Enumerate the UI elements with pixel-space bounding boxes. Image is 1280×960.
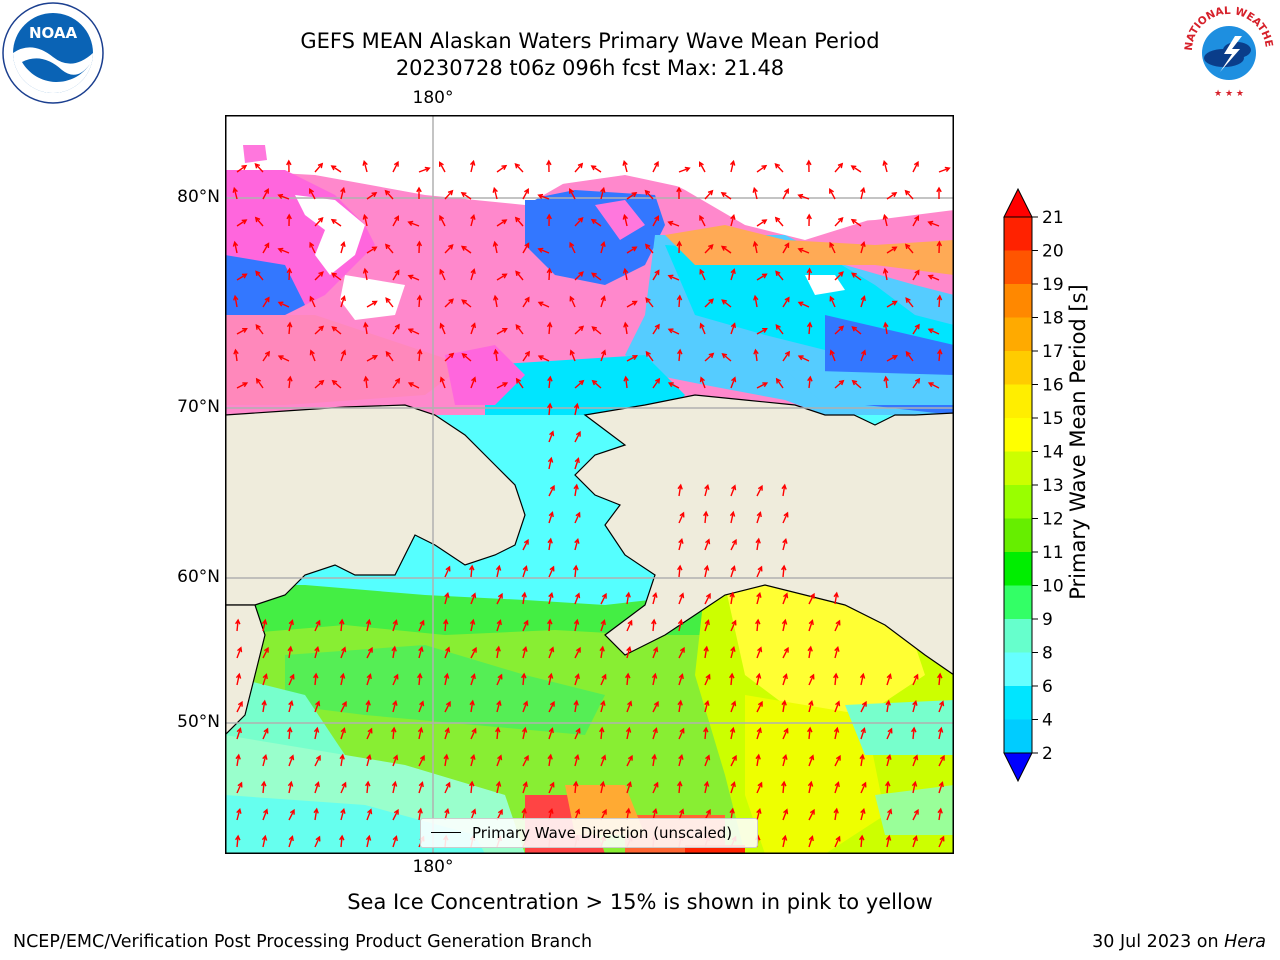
colorbar-title: Primary Wave Mean Period [s] bbox=[1066, 284, 1090, 600]
colorbar-tick-label: 9 bbox=[1042, 610, 1053, 630]
map-title: GEFS MEAN Alaskan Waters Primary Wave Me… bbox=[300, 29, 880, 53]
lon-label-bottom: 180° bbox=[412, 857, 454, 877]
colorbar-band bbox=[1004, 351, 1032, 385]
colorbar-tick-label: 4 bbox=[1042, 711, 1053, 731]
colorbar-tick-label: 6 bbox=[1042, 677, 1053, 697]
lat-label-80n: 80°N bbox=[177, 187, 220, 207]
colorbar-tick-label: 11 bbox=[1042, 543, 1064, 563]
map-legend: Primary Wave Direction (unscaled) bbox=[420, 818, 758, 848]
wave-direction-arrows bbox=[232, 159, 951, 848]
colorbar-tick-label: 8 bbox=[1042, 644, 1053, 664]
colorbar-tick-label: 16 bbox=[1042, 376, 1064, 396]
colorbar-tick-label: 18 bbox=[1042, 309, 1064, 329]
colorbar-band bbox=[1004, 250, 1032, 285]
sea-ice-note: Sea Ice Concentration > 15% is shown in … bbox=[347, 890, 933, 914]
lon-label-top: 180° bbox=[412, 88, 454, 108]
footer-date: 30 Jul 2023 on Hera bbox=[1092, 932, 1266, 952]
map-subtitle: 20230728 t06z 096h fcst Max: 21.48 bbox=[395, 56, 785, 80]
colorbar-band bbox=[1004, 418, 1032, 452]
nws-logo: NATIONAL WEATHER SERVICE ★ ★ ★ bbox=[1180, 2, 1276, 99]
colorbar-band bbox=[1004, 619, 1032, 653]
footer-machine: Hera bbox=[1224, 932, 1266, 952]
colorbar-band bbox=[1004, 652, 1032, 687]
noaa-logo: NOAA bbox=[2, 2, 104, 104]
legend-label: Primary Wave Direction (unscaled) bbox=[472, 824, 733, 842]
footer-date-text: 30 Jul 2023 on bbox=[1092, 932, 1225, 952]
arctic-region bbox=[225, 115, 954, 415]
colorbar-over-arrow bbox=[1003, 187, 1033, 218]
colorbar-band bbox=[1004, 518, 1032, 553]
colorbar-band bbox=[1004, 284, 1032, 318]
noaa-logo-text: NOAA bbox=[29, 24, 78, 42]
footer-branch: NCEP/EMC/Verification Post Processing Pr… bbox=[13, 932, 593, 952]
gridlines bbox=[225, 115, 954, 854]
land-masses bbox=[225, 394, 954, 736]
colorbar-tick-label: 15 bbox=[1042, 409, 1064, 429]
colorbar-tick-label: 10 bbox=[1042, 577, 1064, 597]
lat-label-60n: 60°N bbox=[177, 567, 220, 587]
colorbar-tick-label: 19 bbox=[1042, 275, 1064, 295]
colorbar-band bbox=[1004, 686, 1032, 720]
lat-label-50n: 50°N bbox=[177, 712, 220, 732]
colorbar-band bbox=[1004, 485, 1032, 519]
colorbar-tick-label: 2 bbox=[1042, 744, 1053, 764]
colorbar-band bbox=[1004, 317, 1032, 352]
colorbar-band bbox=[1004, 719, 1032, 754]
colorbar-tick-label: 20 bbox=[1042, 242, 1064, 262]
wave-period-map bbox=[225, 115, 954, 854]
colorbar-tick-label: 13 bbox=[1042, 476, 1064, 496]
colorbar-tick-label: 17 bbox=[1042, 342, 1064, 362]
svg-text:★ ★ ★: ★ ★ ★ bbox=[1214, 89, 1244, 99]
colorbar-band bbox=[1004, 384, 1032, 419]
colorbar-tick-label: 14 bbox=[1042, 443, 1064, 463]
colorbar-tick-label: 21 bbox=[1042, 208, 1064, 228]
colorbar-under-arrow bbox=[1003, 752, 1033, 783]
colorbar-tick-label: 12 bbox=[1042, 510, 1064, 530]
colorbar-band bbox=[1004, 585, 1032, 620]
colorbar: 2 4 6 8 9 10 11 12 13 14 15 16 17 18 19 20 21 bbox=[1003, 187, 1064, 783]
colorbar-band bbox=[1004, 552, 1032, 586]
lat-label-70n: 70°N bbox=[177, 397, 220, 417]
colorbar-band bbox=[1004, 451, 1032, 486]
colorbar-band bbox=[1004, 217, 1032, 251]
legend-line-swatch bbox=[431, 832, 461, 833]
